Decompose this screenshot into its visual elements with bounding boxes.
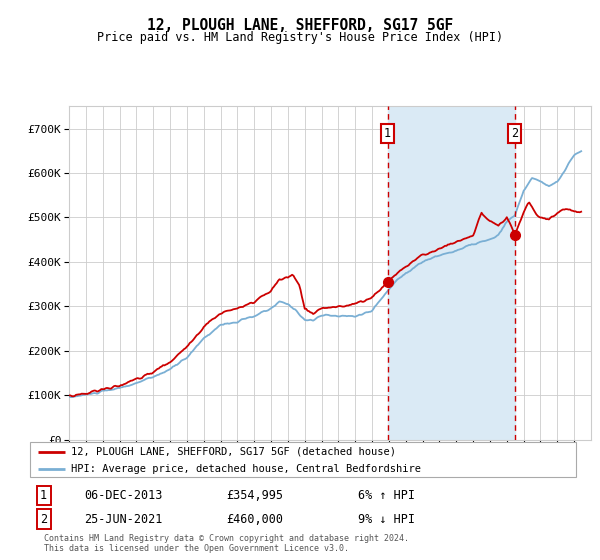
Text: £460,000: £460,000	[227, 512, 284, 526]
Text: Price paid vs. HM Land Registry's House Price Index (HPI): Price paid vs. HM Land Registry's House …	[97, 31, 503, 44]
Text: 2: 2	[40, 512, 47, 526]
Text: Contains HM Land Registry data © Crown copyright and database right 2024.
This d: Contains HM Land Registry data © Crown c…	[44, 534, 409, 553]
Text: 12, PLOUGH LANE, SHEFFORD, SG17 5GF (detached house): 12, PLOUGH LANE, SHEFFORD, SG17 5GF (det…	[71, 447, 396, 457]
Text: 12, PLOUGH LANE, SHEFFORD, SG17 5GF: 12, PLOUGH LANE, SHEFFORD, SG17 5GF	[147, 18, 453, 33]
Text: 2: 2	[511, 127, 518, 139]
Text: 9% ↓ HPI: 9% ↓ HPI	[358, 512, 415, 526]
Text: 1: 1	[40, 489, 47, 502]
Text: £354,995: £354,995	[227, 489, 284, 502]
Text: 25-JUN-2021: 25-JUN-2021	[85, 512, 163, 526]
Text: HPI: Average price, detached house, Central Bedfordshire: HPI: Average price, detached house, Cent…	[71, 464, 421, 474]
Text: 1: 1	[384, 127, 391, 139]
Text: 6% ↑ HPI: 6% ↑ HPI	[358, 489, 415, 502]
Bar	[388, 106, 515, 440]
Text: 06-DEC-2013: 06-DEC-2013	[85, 489, 163, 502]
